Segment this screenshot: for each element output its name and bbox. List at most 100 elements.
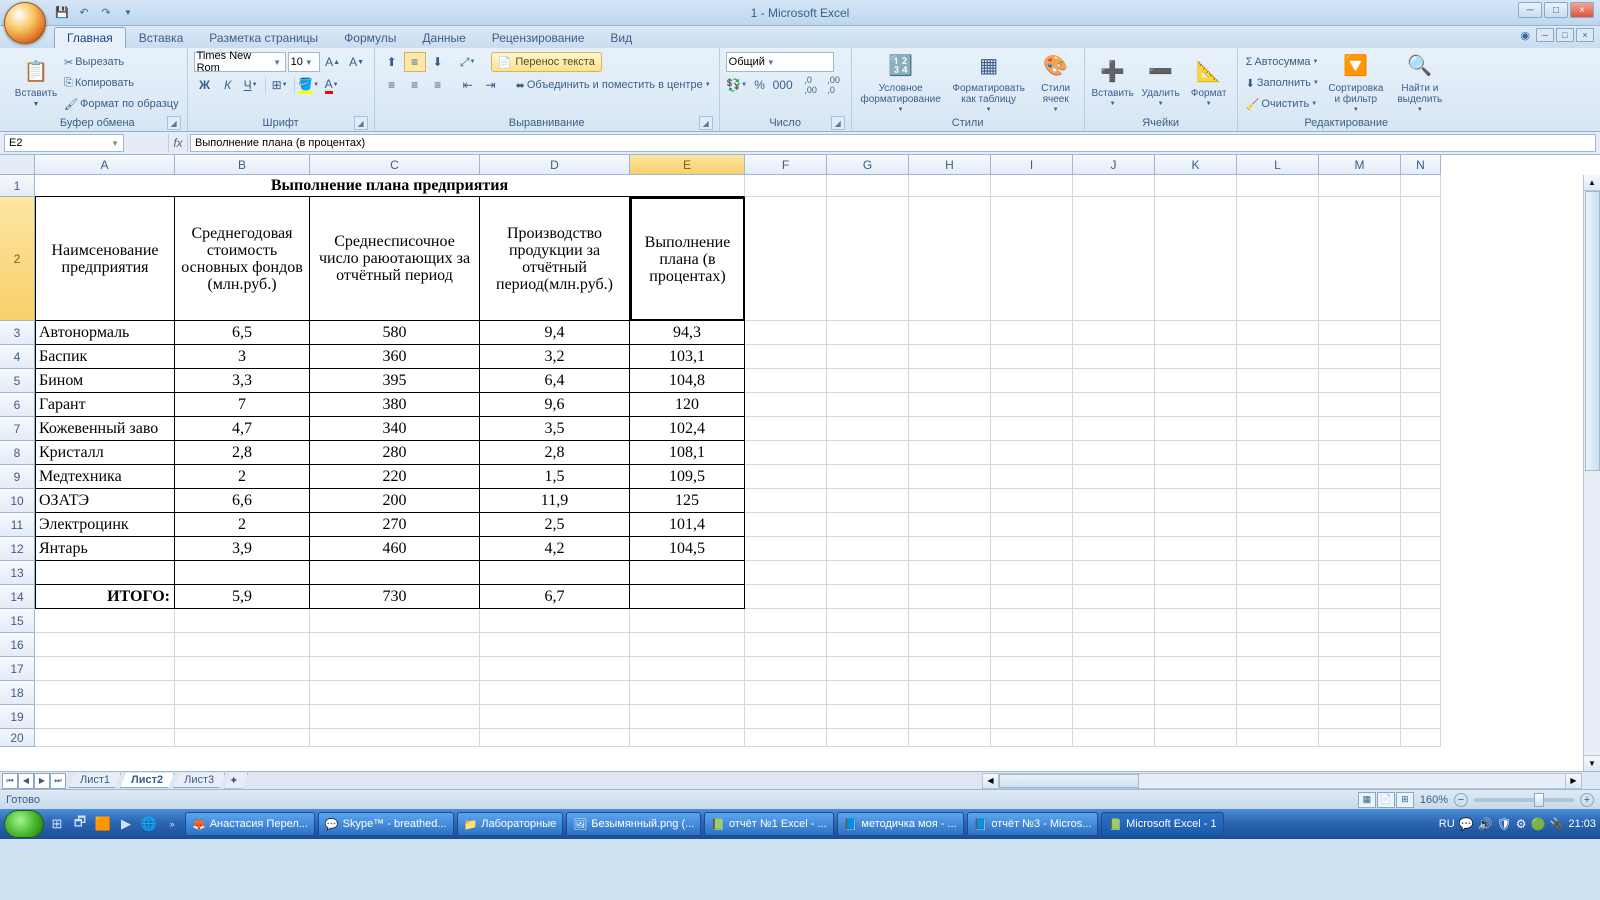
cell[interactable] [1401, 197, 1441, 321]
cell[interactable]: 3,5 [480, 417, 630, 441]
cell[interactable] [175, 609, 310, 633]
cell[interactable]: Баспик [35, 345, 175, 369]
column-header[interactable]: K [1155, 155, 1237, 175]
cell[interactable]: 730 [310, 585, 480, 609]
cell[interactable] [909, 729, 991, 747]
bold-button[interactable]: Ж [194, 75, 216, 95]
ribbon-minimize-button[interactable]: ─ [1536, 28, 1554, 42]
horizontal-scrollbar[interactable]: ◀ ▶ [982, 773, 1582, 789]
cell[interactable] [630, 657, 745, 681]
formula-bar[interactable]: Выполнение плана (в процентах) [190, 134, 1596, 152]
cell[interactable] [1319, 633, 1401, 657]
cell[interactable] [310, 561, 480, 585]
cell[interactable] [1319, 585, 1401, 609]
cell[interactable]: 9,6 [480, 393, 630, 417]
cell[interactable] [1401, 465, 1441, 489]
cell[interactable] [630, 681, 745, 705]
scroll-left-button[interactable]: ◀ [983, 774, 999, 788]
cell[interactable] [1319, 393, 1401, 417]
cell[interactable] [991, 197, 1073, 321]
row-header[interactable]: 14 [0, 585, 35, 609]
cell[interactable] [827, 393, 909, 417]
cell[interactable] [745, 441, 827, 465]
cell[interactable] [1401, 513, 1441, 537]
cell[interactable] [909, 369, 991, 393]
cell[interactable]: 104,8 [630, 369, 745, 393]
cell[interactable] [480, 657, 630, 681]
cell[interactable] [827, 321, 909, 345]
cell[interactable] [1319, 609, 1401, 633]
fill-color-button[interactable]: 🪣▼ [298, 75, 320, 95]
cell[interactable] [1073, 321, 1155, 345]
cell[interactable] [1319, 465, 1401, 489]
cell[interactable]: 9,4 [480, 321, 630, 345]
font-dialog-icon[interactable]: ◢ [354, 116, 368, 130]
sheet-tab[interactable]: Лист2 [120, 773, 174, 788]
find-select-button[interactable]: 🔍Найти и выделить▼ [1391, 52, 1449, 116]
cell[interactable] [175, 681, 310, 705]
cell[interactable] [1155, 585, 1237, 609]
cell[interactable] [1237, 175, 1319, 197]
cell[interactable] [1073, 417, 1155, 441]
cell[interactable] [1073, 681, 1155, 705]
cell[interactable] [1237, 465, 1319, 489]
cell[interactable] [1155, 197, 1237, 321]
currency-button[interactable]: 💱▼ [726, 75, 748, 95]
font-color-button[interactable]: A▼ [321, 75, 343, 95]
cell[interactable] [1237, 705, 1319, 729]
cell[interactable]: 3,9 [175, 537, 310, 561]
name-box[interactable]: E2▼ [4, 134, 124, 152]
cell[interactable] [1319, 175, 1401, 197]
row-header[interactable]: 1 [0, 175, 35, 197]
copy-button[interactable]: ⎘Копировать [62, 73, 181, 93]
increase-decimal-button[interactable]: ,0,00 [800, 75, 822, 95]
column-header[interactable]: M [1319, 155, 1401, 175]
cell[interactable] [1319, 513, 1401, 537]
cell[interactable]: 340 [310, 417, 480, 441]
paste-button[interactable]: 📋Вставить▼ [14, 52, 58, 116]
borders-button[interactable]: ⊞▼ [269, 75, 291, 95]
column-header[interactable]: N [1401, 155, 1441, 175]
cell[interactable] [175, 657, 310, 681]
cell[interactable] [909, 175, 991, 197]
cell[interactable] [991, 657, 1073, 681]
cell[interactable] [745, 513, 827, 537]
undo-icon[interactable]: ↶ [76, 5, 92, 21]
tray-icon[interactable]: 🛡 [1497, 817, 1512, 831]
cell[interactable] [909, 489, 991, 513]
cell[interactable] [1155, 489, 1237, 513]
cell[interactable] [1237, 369, 1319, 393]
cell[interactable] [630, 729, 745, 747]
cell[interactable] [1155, 393, 1237, 417]
cell[interactable]: 125 [630, 489, 745, 513]
quick-launch-icon[interactable]: 🌐 [139, 813, 159, 835]
cell[interactable] [310, 681, 480, 705]
cell[interactable] [827, 345, 909, 369]
cell[interactable]: 6,7 [480, 585, 630, 609]
decrease-decimal-button[interactable]: ,00,0 [823, 75, 845, 95]
maximize-button[interactable]: □ [1544, 2, 1568, 18]
tray-icon[interactable]: 🟢 [1531, 817, 1546, 831]
cell[interactable] [1155, 657, 1237, 681]
taskbar-item[interactable]: 📘отчёт №3 - Micros... [967, 812, 1099, 836]
cell[interactable] [1237, 393, 1319, 417]
cell[interactable]: Кристалл [35, 441, 175, 465]
row-header[interactable]: 5 [0, 369, 35, 393]
taskbar-item[interactable]: 🦊Анастасия Перел... [185, 812, 315, 836]
column-header[interactable]: G [827, 155, 909, 175]
zoom-in-button[interactable]: + [1580, 793, 1594, 807]
row-header[interactable]: 6 [0, 393, 35, 417]
cell[interactable] [827, 585, 909, 609]
cell[interactable] [1237, 633, 1319, 657]
cell[interactable] [1155, 175, 1237, 197]
cell[interactable] [827, 537, 909, 561]
cell[interactable] [1155, 417, 1237, 441]
format-cells-button[interactable]: 📐Формат▼ [1187, 52, 1231, 116]
cell[interactable] [480, 729, 630, 747]
cell[interactable] [827, 633, 909, 657]
cell[interactable] [1401, 681, 1441, 705]
cell[interactable] [745, 465, 827, 489]
cell[interactable] [1401, 729, 1441, 747]
column-header[interactable]: L [1237, 155, 1319, 175]
cell[interactable] [991, 513, 1073, 537]
